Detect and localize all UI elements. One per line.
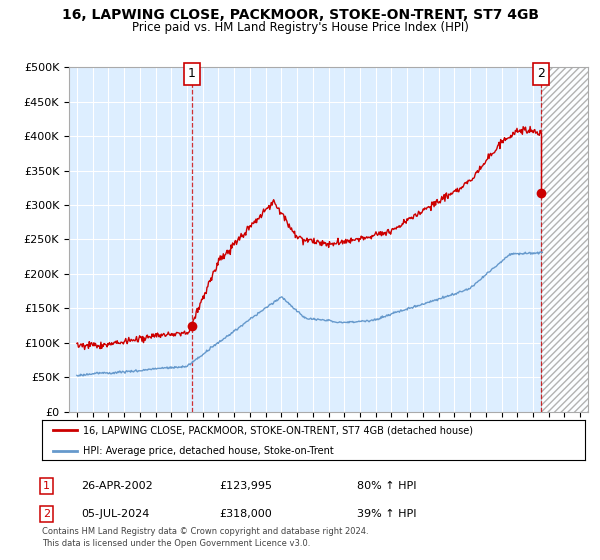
Text: 39% ↑ HPI: 39% ↑ HPI <box>357 509 416 519</box>
Text: 05-JUL-2024: 05-JUL-2024 <box>81 509 149 519</box>
Text: Price paid vs. HM Land Registry's House Price Index (HPI): Price paid vs. HM Land Registry's House … <box>131 21 469 34</box>
Text: £318,000: £318,000 <box>219 509 272 519</box>
Text: HPI: Average price, detached house, Stoke-on-Trent: HPI: Average price, detached house, Stok… <box>83 446 334 456</box>
Text: £123,995: £123,995 <box>219 481 272 491</box>
Text: 16, LAPWING CLOSE, PACKMOOR, STOKE-ON-TRENT, ST7 4GB: 16, LAPWING CLOSE, PACKMOOR, STOKE-ON-TR… <box>62 8 539 22</box>
Text: 2: 2 <box>537 67 545 80</box>
Text: Contains HM Land Registry data © Crown copyright and database right 2024.
This d: Contains HM Land Registry data © Crown c… <box>42 527 368 548</box>
Bar <box>541 67 588 412</box>
Text: 2: 2 <box>43 509 50 519</box>
Text: 1: 1 <box>43 481 50 491</box>
Text: 16, LAPWING CLOSE, PACKMOOR, STOKE-ON-TRENT, ST7 4GB (detached house): 16, LAPWING CLOSE, PACKMOOR, STOKE-ON-TR… <box>83 425 473 435</box>
Text: 1: 1 <box>188 67 196 80</box>
Text: 80% ↑ HPI: 80% ↑ HPI <box>357 481 416 491</box>
Text: 26-APR-2002: 26-APR-2002 <box>81 481 153 491</box>
